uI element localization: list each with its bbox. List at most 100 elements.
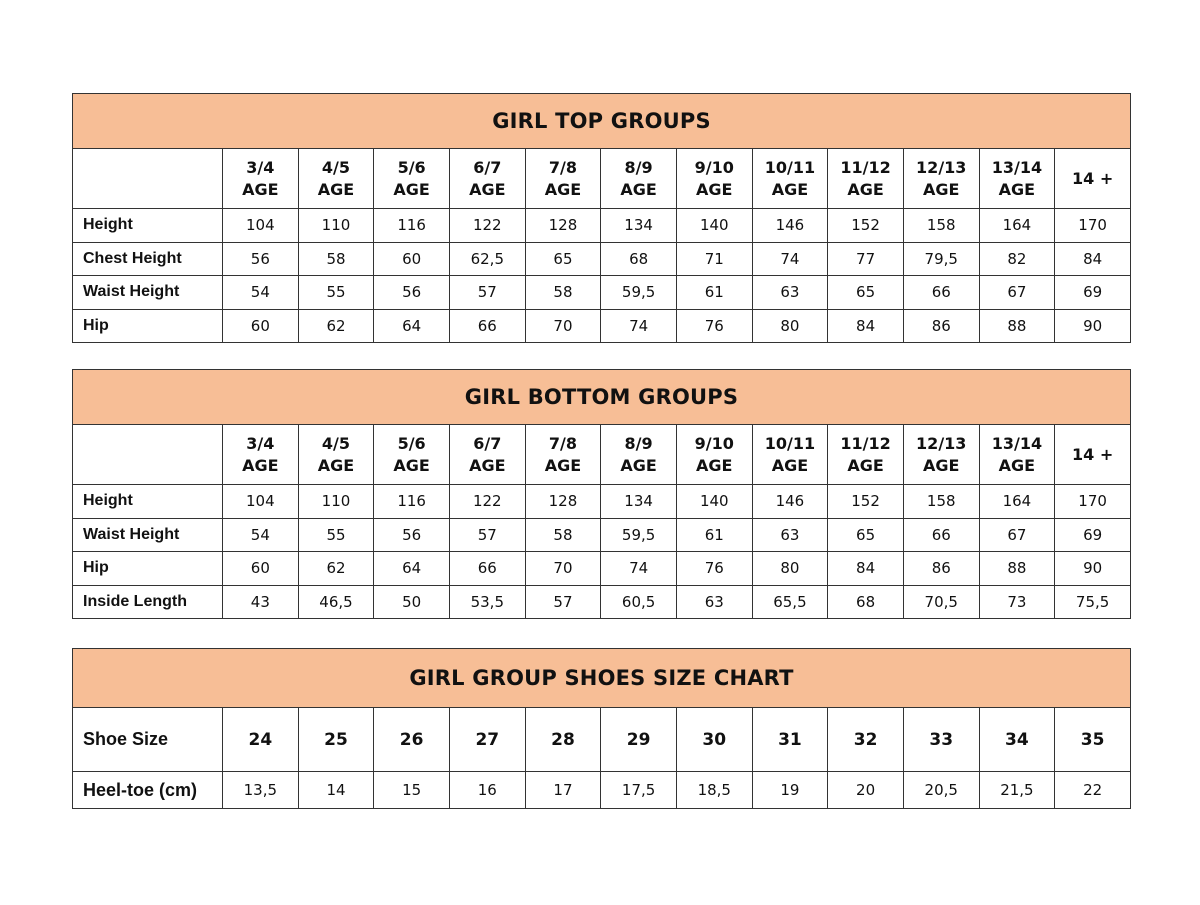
measurement-cell: 140	[675, 208, 753, 243]
row-label: Shoe Size	[72, 707, 223, 772]
measurement-cell: 140	[675, 484, 753, 519]
measurement-cell: 60	[222, 551, 299, 586]
header-line: 9/10	[694, 157, 734, 177]
measurement-cell: 46,5	[297, 584, 375, 619]
measurement-cell: 57	[524, 584, 602, 619]
measurement-cell: 76	[675, 308, 753, 343]
row-label: Hip	[72, 308, 223, 343]
measurement-cell: 104	[222, 208, 299, 243]
measurement-cell: 61	[675, 517, 753, 552]
table-row: Waist Height 54 55 56 57 58 59,5 61 63 65 66 67 69	[72, 275, 1131, 310]
table-title: GIRL BOTTOM GROUPS	[72, 369, 1131, 425]
shoe-size-cell: 35	[1054, 707, 1131, 772]
age-column-header: 13/14 AGE	[978, 148, 1056, 209]
header-line: 6/7	[473, 433, 502, 453]
measurement-cell: 110	[297, 208, 375, 243]
row-label: Height	[72, 208, 223, 243]
row-label: Height	[72, 484, 223, 519]
measurement-cell: 170	[1054, 484, 1131, 519]
measurement-cell: 74	[600, 308, 677, 343]
measurement-cell: 57	[448, 517, 526, 552]
measurement-cell: 64	[373, 308, 450, 343]
shoe-size-cell: 34	[978, 707, 1056, 772]
measurement-cell: 64	[373, 551, 450, 586]
measurement-cell: 74	[751, 241, 829, 276]
header-line: AGE	[771, 455, 809, 475]
header-line: 10/11	[764, 157, 816, 177]
header-line: AGE	[317, 455, 355, 475]
age-column-header: 3/4 AGE	[222, 424, 299, 485]
measurement-cell: 59,5	[600, 275, 677, 310]
heel-toe-cell: 14	[297, 771, 375, 809]
measurement-cell: 56	[373, 517, 450, 552]
header-line: AGE	[393, 455, 430, 475]
header-line: AGE	[242, 179, 279, 199]
measurement-cell: 56	[222, 241, 299, 276]
measurement-cell: 54	[222, 275, 299, 310]
header-line: 11/12	[840, 433, 891, 453]
measurement-cell: 59,5	[600, 517, 677, 552]
table-row: Inside Length 43 46,5 50 53,5 57 60,5 63 65,5 68 7…	[72, 584, 1131, 619]
table-row: Chest Height 56 58 60 62,5 65 68 71 74 77 79,5 82 84	[72, 241, 1131, 276]
measurement-cell: 62	[297, 308, 375, 343]
measurement-cell: 55	[297, 275, 375, 310]
heel-toe-cell: 18,5	[675, 771, 753, 809]
row-label: Inside Length	[72, 584, 223, 619]
measurement-cell: 84	[1054, 241, 1131, 276]
measurement-cell: 116	[373, 208, 450, 243]
heel-toe-cell: 22	[1054, 771, 1131, 809]
table-row: Hip 60 62 64 66 70 74 76 80 84 86 88 90	[72, 551, 1131, 586]
header-line: 14 +	[1071, 168, 1114, 188]
table-row: Height 104 110 116 122 128 134 140 146 152 158 164 1…	[72, 208, 1131, 243]
age-column-header: 9/10 AGE	[675, 424, 753, 485]
heel-toe-cell: 13,5	[222, 771, 299, 809]
header-line: 4/5	[321, 433, 351, 453]
measurement-cell: 69	[1054, 275, 1131, 310]
measurement-cell: 66	[448, 551, 526, 586]
measurement-cell: 80	[751, 551, 829, 586]
measurement-cell: 88	[978, 308, 1056, 343]
measurement-cell: 158	[902, 208, 980, 243]
row-label: Waist Height	[72, 275, 223, 310]
measurement-cell: 104	[222, 484, 299, 519]
measurement-cell: 67	[978, 275, 1056, 310]
header-line: AGE	[620, 179, 657, 199]
header-line: 13/14	[991, 433, 1043, 453]
header-line: 3/4	[246, 433, 275, 453]
table-row: Height 104 110 116 122 128 134 140 146 152 158 164 1…	[72, 484, 1131, 519]
measurement-cell: 55	[297, 517, 375, 552]
shoe-size-cell: 25	[297, 707, 375, 772]
measurement-cell: 66	[448, 308, 526, 343]
measurement-cell: 116	[373, 484, 450, 519]
empty-header-cell	[72, 148, 223, 209]
heel-toe-cell: 20,5	[902, 771, 980, 809]
measurement-cell: 60	[373, 241, 450, 276]
measurement-cell: 128	[524, 208, 602, 243]
header-line: AGE	[771, 179, 809, 199]
table-title: GIRL GROUP SHOES SIZE CHART	[72, 648, 1131, 708]
header-line: 8/9	[624, 433, 653, 453]
measurement-cell: 68	[827, 584, 904, 619]
measurement-cell: 65	[524, 241, 602, 276]
age-column-header: 11/12 AGE	[827, 424, 904, 485]
shoe-size-cell: 26	[373, 707, 450, 772]
measurement-cell: 122	[448, 208, 526, 243]
measurement-cell: 75,5	[1054, 584, 1131, 619]
shoe-size-cell: 33	[902, 707, 980, 772]
measurement-cell: 74	[600, 551, 677, 586]
table-row: Waist Height 54 55 56 57 58 59,5 61 63 65 66 67 69	[72, 517, 1131, 552]
measurement-cell: 57	[448, 275, 526, 310]
age-column-header: 14 +	[1054, 148, 1131, 209]
measurement-cell: 60	[222, 308, 299, 343]
header-line: AGE	[998, 455, 1036, 475]
age-column-header: 12/13 AGE	[902, 148, 980, 209]
header-line: 3/4	[246, 157, 275, 177]
header-line: AGE	[620, 455, 657, 475]
header-line: AGE	[923, 455, 960, 475]
age-column-header: 8/9 AGE	[600, 424, 677, 485]
measurement-cell: 63	[751, 517, 829, 552]
measurement-cell: 65	[827, 517, 904, 552]
measurement-cell: 88	[978, 551, 1056, 586]
measurement-cell: 62	[297, 551, 375, 586]
measurement-cell: 90	[1054, 308, 1131, 343]
